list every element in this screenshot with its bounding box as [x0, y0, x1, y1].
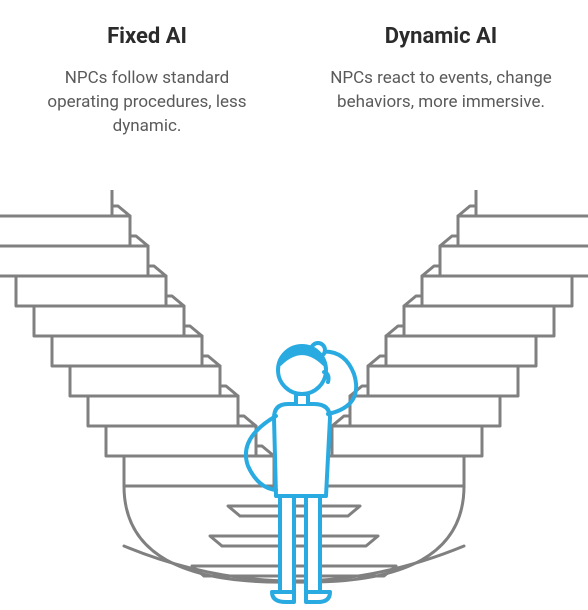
left-title: Fixed AI — [36, 24, 258, 49]
headings-row: Fixed AI NPCs follow standard operating … — [0, 24, 588, 138]
right-column: Dynamic AI NPCs react to events, change … — [294, 24, 588, 138]
left-column: Fixed AI NPCs follow standard operating … — [0, 24, 294, 138]
left-desc: NPCs follow standard operating procedure… — [36, 67, 258, 138]
right-title: Dynamic AI — [330, 24, 552, 49]
stairs-decision-illustration-icon — [0, 190, 588, 610]
right-desc: NPCs react to events, change behaviors, … — [330, 67, 552, 115]
infographic-root: Fixed AI NPCs follow standard operating … — [0, 0, 588, 610]
